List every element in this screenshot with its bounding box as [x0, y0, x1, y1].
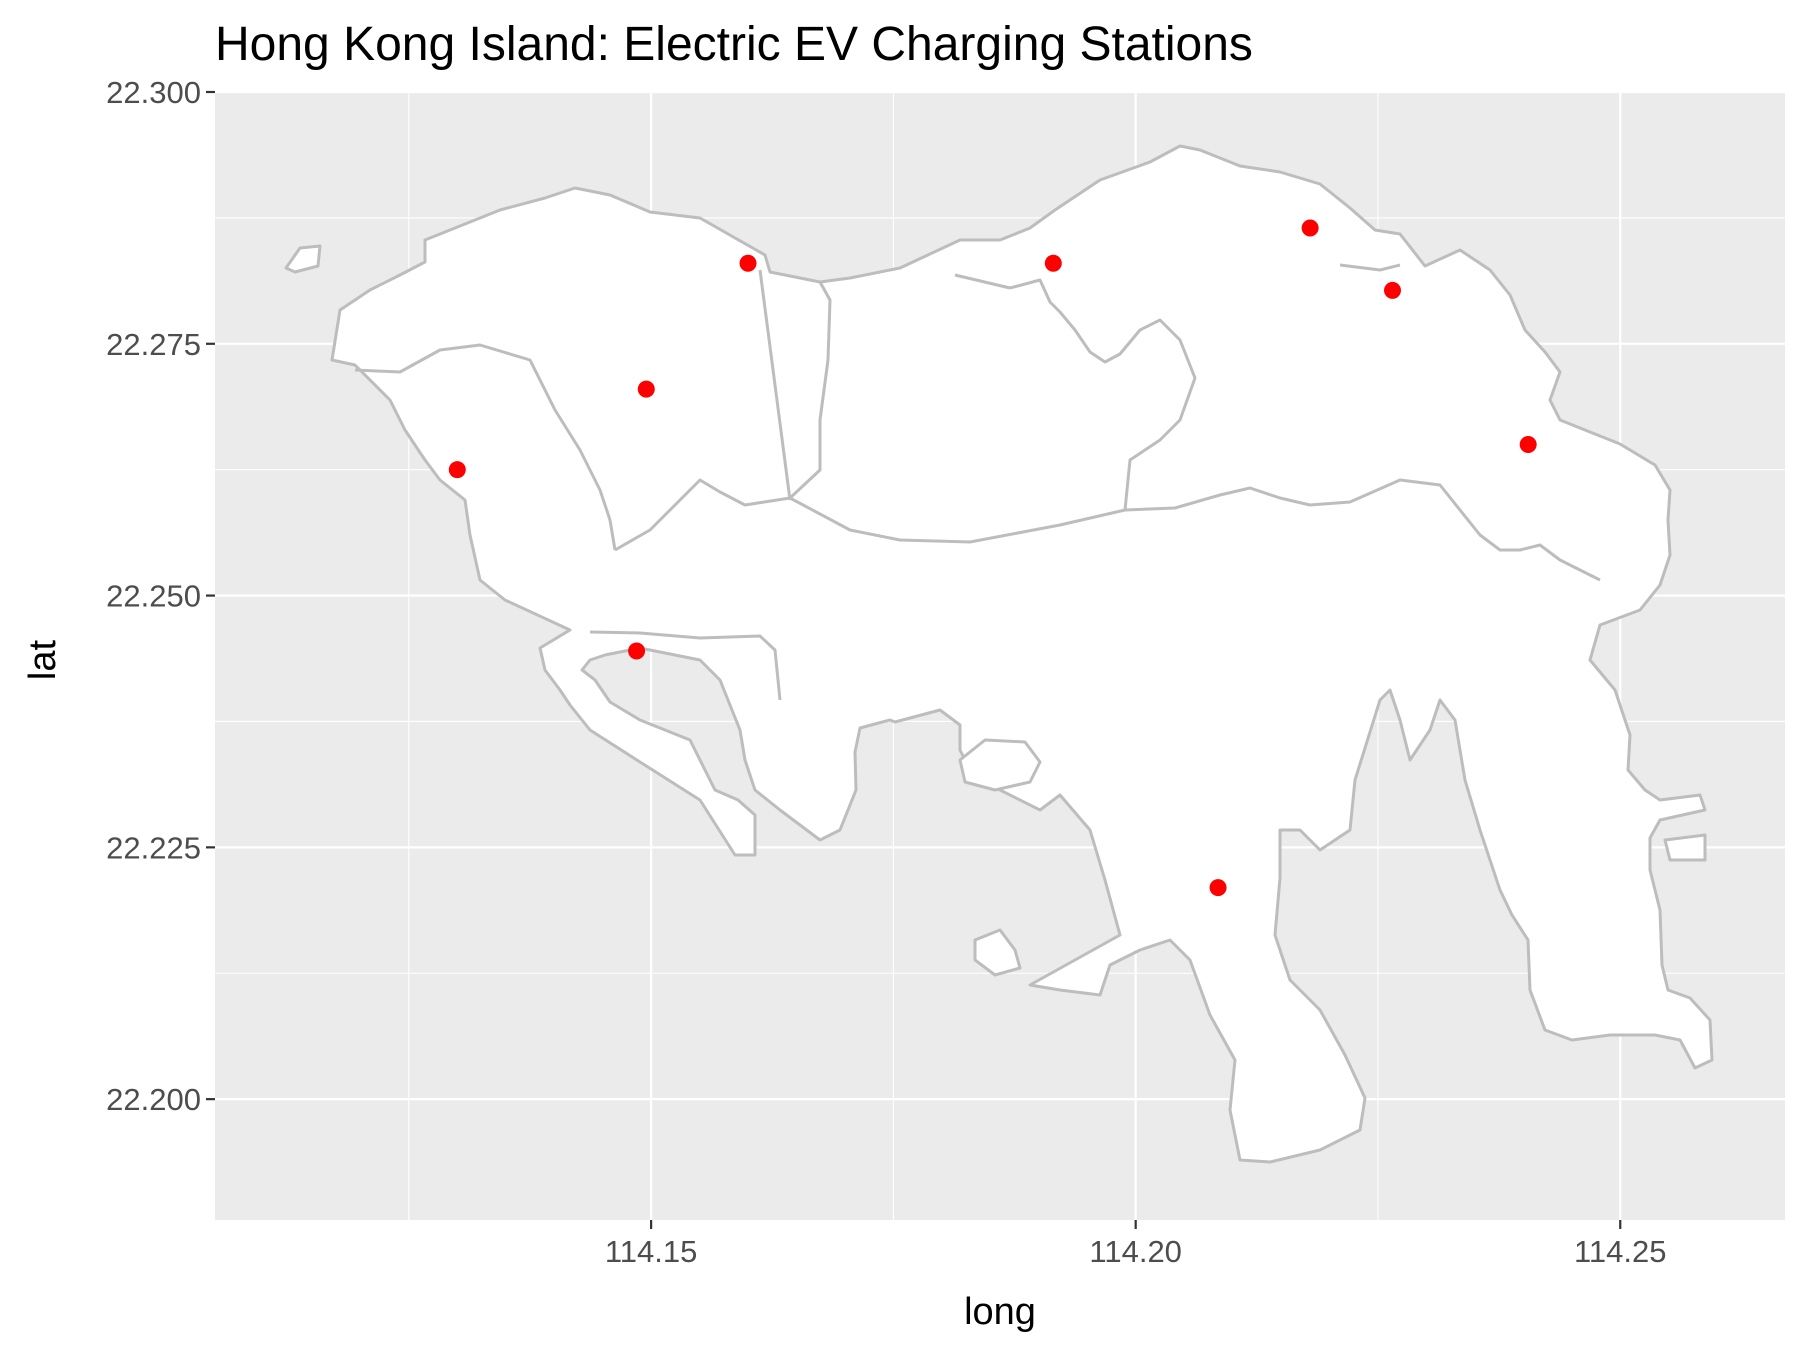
x-tick-label: 114.15 [605, 1234, 698, 1269]
y-axis-title: lat [22, 639, 64, 680]
charging-station-point [1519, 436, 1537, 453]
district-boundary [354, 343, 617, 551]
hong-kong-island-land [330, 144, 1714, 1164]
charging-station-point [637, 380, 655, 398]
district-boundary [1009, 278, 1197, 511]
x-axis-tick-labels: 114.15 114.20 114.25 [605, 1234, 1667, 1269]
district-boundary [758, 269, 792, 501]
islet-east-small [1663, 833, 1707, 862]
district-boundary [589, 630, 782, 701]
axis-ticks [206, 90, 1622, 1229]
y-tick-label: 22.275 [106, 327, 201, 362]
y-tick-label: 22.200 [106, 1082, 201, 1117]
district-boundary [788, 281, 832, 500]
charging-station-point [739, 254, 757, 272]
y-axis-tick-labels: 22.200 22.225 22.250 22.275 22.300 [106, 75, 201, 1117]
y-tick-label: 22.300 [106, 75, 201, 110]
charging-station-point [628, 642, 646, 660]
islet-middle-island [973, 928, 1022, 977]
green-island [284, 244, 322, 274]
y-tick-label: 22.225 [106, 830, 201, 865]
x-tick-label: 114.25 [1574, 1234, 1667, 1269]
x-axis-title: long [964, 1291, 1036, 1333]
charging-station-point [448, 461, 466, 479]
hong-kong-island-basemap [284, 144, 1714, 1164]
district-boundary [1339, 263, 1401, 272]
charging-station-point [1209, 879, 1227, 897]
y-tick-label: 22.250 [106, 579, 201, 614]
charging-station-point [1301, 219, 1319, 237]
chart-title: Hong Kong Island: Electric EV Charging S… [215, 18, 1253, 71]
x-tick-label: 114.20 [1089, 1234, 1182, 1269]
district-boundary [614, 478, 791, 552]
charging-station-point [1384, 281, 1401, 299]
district-boundary [789, 478, 1601, 582]
islet-deep-water-bay [958, 738, 1042, 792]
district-boundary [954, 273, 1011, 290]
charging-station-point [1044, 254, 1062, 272]
charging-station-points [448, 219, 1537, 897]
